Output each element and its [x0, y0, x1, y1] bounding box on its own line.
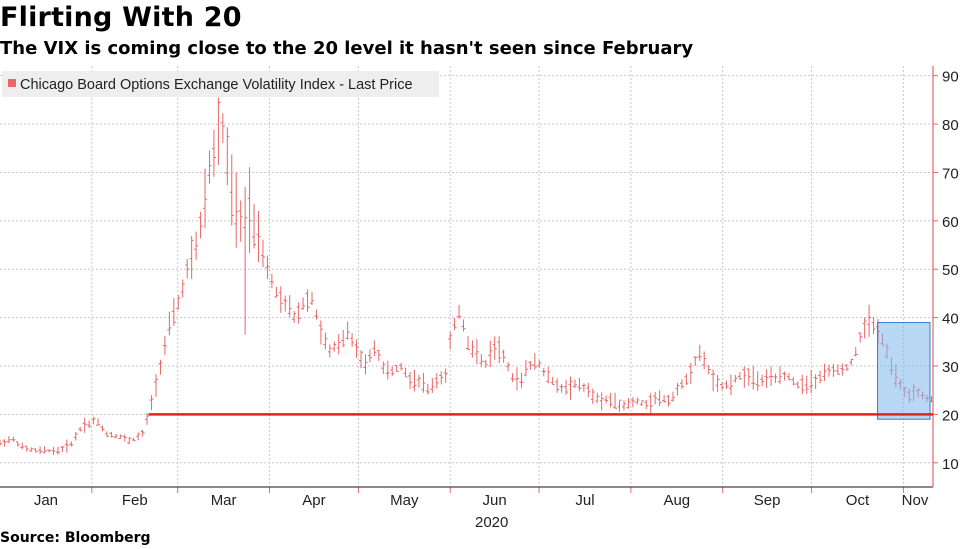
vix-chart: 10 20 30 40 50 60 70 80 90 Jan Feb Mar Apr May Jun Jul A… — [0, 66, 959, 531]
y-tick-label-90: 90 — [942, 69, 959, 86]
legend-box — [2, 71, 439, 97]
x-tick-label-sep: Sep — [754, 492, 781, 509]
x-tick-label-oct: Oct — [846, 492, 870, 509]
x-tick-label-mar: Mar — [211, 492, 237, 509]
chart-title: Flirting With 20 — [0, 2, 242, 33]
y-tick-label-40: 40 — [942, 311, 959, 328]
x-tick-label-may: May — [390, 492, 419, 509]
x-tick-label-nov: Nov — [902, 492, 929, 509]
source-note: Source: Bloomberg — [0, 530, 151, 546]
x-tick-label-jul: Jul — [575, 492, 594, 509]
y-tick-label-10: 10 — [942, 456, 959, 473]
x-tick-label-aug: Aug — [663, 492, 690, 509]
x-tick-label-feb: Feb — [122, 492, 148, 509]
y-tick-label-50: 50 — [942, 262, 959, 279]
y-tick-label-80: 80 — [942, 117, 959, 134]
chart-subtitle: The VIX is coming close to the 20 level … — [0, 38, 694, 59]
legend-label: Chicago Board Options Exchange Volatilit… — [20, 77, 413, 93]
x-tick-label-jan: Jan — [34, 492, 58, 509]
legend-swatch — [8, 79, 16, 87]
y-tick-label-60: 60 — [942, 214, 959, 231]
y-tick-label-70: 70 — [942, 165, 959, 182]
x-tick-label-jun: Jun — [483, 492, 507, 509]
highlight-box — [877, 321, 931, 420]
x-axis-label: 2020 — [475, 514, 508, 531]
y-tick-label-20: 20 — [942, 407, 959, 424]
x-tick-label-apr: Apr — [302, 492, 325, 509]
y-tick-label-30: 30 — [942, 359, 959, 376]
